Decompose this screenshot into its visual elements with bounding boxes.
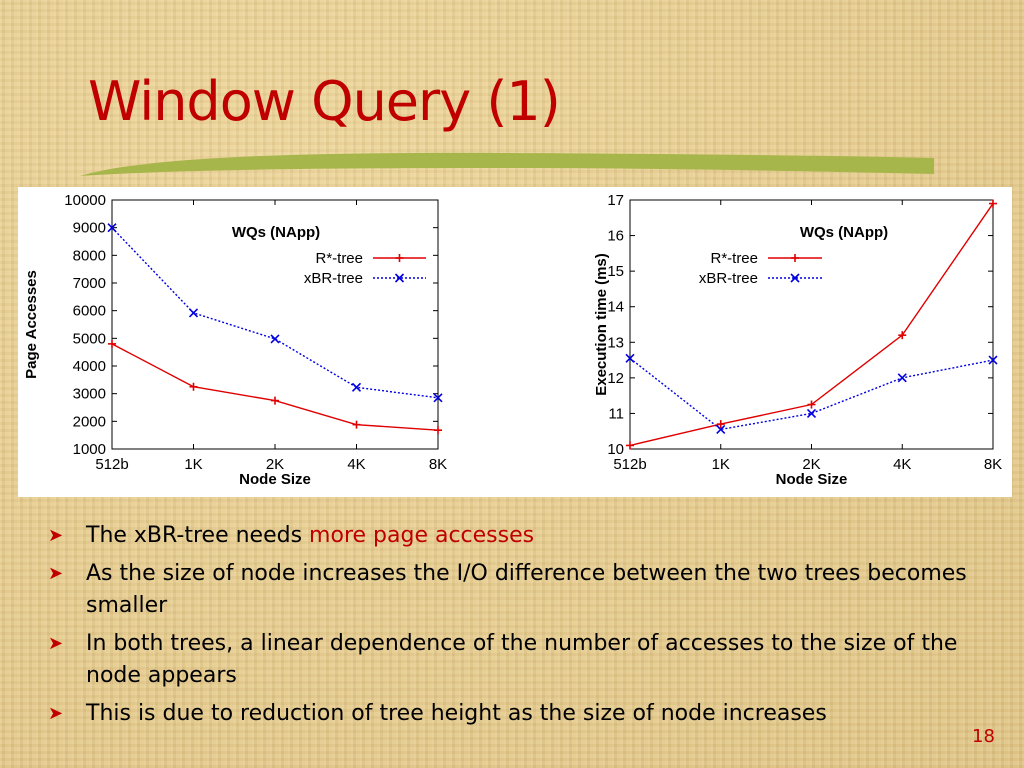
chart-title: WQs (NApp) — [800, 224, 888, 241]
slide-title: Window Query (1) — [88, 70, 561, 133]
data-point — [716, 424, 726, 435]
data-point — [270, 334, 280, 344]
legend-marker — [394, 273, 405, 283]
x-tick-label: 8K — [984, 456, 1002, 473]
y-tick-label: 13 — [607, 334, 624, 351]
bullet-item: ➤ The xBR-tree needs more page accesses — [48, 520, 988, 552]
bullet-list: ➤ The xBR-tree needs more page accesses ➤… — [48, 520, 988, 736]
y-tick-label: 15 — [607, 263, 624, 280]
x-axis-label: Node Size — [239, 471, 311, 488]
bullet-item: ➤ In both trees, a linear dependence of t… — [48, 628, 988, 692]
data-point — [352, 420, 361, 429]
y-tick-label: 2000 — [73, 413, 106, 430]
data-point — [271, 396, 279, 405]
y-tick-label: 6000 — [73, 303, 106, 320]
x-axis-label: Node Size — [776, 471, 848, 488]
data-point — [898, 331, 907, 340]
y-axis-label: Page Accesses — [23, 270, 40, 379]
data-point — [188, 308, 199, 318]
x-tick-label: 2K — [266, 456, 284, 473]
legend-marker — [790, 273, 800, 283]
series-line-xbr-tree — [629, 357, 994, 431]
y-tick-label: 16 — [607, 228, 624, 245]
y-tick-label: 10000 — [64, 192, 106, 209]
arrow-bullet-icon: ➤ — [48, 563, 64, 584]
legend-label: xBR-tree — [304, 270, 363, 287]
data-point — [626, 441, 634, 450]
y-tick-label: 1000 — [73, 441, 106, 458]
y-tick-label: 11 — [608, 405, 624, 422]
x-tick-label: 1K — [184, 456, 202, 473]
page-number: 18 — [972, 726, 995, 747]
data-point — [988, 355, 998, 365]
data-point — [625, 353, 635, 363]
data-point — [989, 199, 997, 208]
x-tick-label: 512b — [613, 456, 646, 473]
data-point — [108, 339, 116, 348]
arrow-bullet-icon: ➤ — [48, 633, 64, 654]
bullet-item: ➤ As the size of node increases the I/O d… — [48, 558, 988, 622]
series-line-xbr-tree — [111, 227, 439, 399]
title-underline-swoosh — [80, 152, 934, 176]
y-tick-label: 5000 — [73, 330, 106, 347]
bullet-item: ➤ This is due to reduction of tree height… — [48, 698, 988, 730]
x-tick-label: 8K — [429, 456, 447, 473]
y-tick-label: 14 — [607, 299, 624, 316]
data-point — [433, 393, 443, 403]
y-tick-label: 7000 — [73, 275, 106, 292]
chart-title: WQs (NApp) — [232, 224, 320, 241]
arrow-bullet-icon: ➤ — [48, 703, 64, 724]
highlighted-text: more page accesses — [309, 523, 535, 548]
data-point — [434, 426, 442, 435]
x-tick-label: 4K — [347, 456, 365, 473]
y-tick-label: 12 — [607, 370, 624, 387]
x-tick-label: 4K — [893, 456, 911, 473]
x-tick-label: 512b — [95, 456, 128, 473]
legend-marker — [791, 254, 799, 262]
data-point — [351, 382, 362, 392]
legend-label: R*-tree — [315, 250, 363, 267]
legend-marker — [395, 254, 404, 262]
x-tick-label: 2K — [802, 456, 820, 473]
y-tick-label: 4000 — [73, 358, 106, 375]
y-tick-label: 9000 — [73, 220, 106, 237]
y-tick-label: 10 — [607, 441, 624, 458]
data-point — [107, 223, 117, 233]
legend-label: xBR-tree — [699, 270, 758, 287]
data-point — [897, 373, 907, 383]
y-tick-label: 3000 — [73, 386, 106, 403]
execution-time-chart: 10 11 12 13 14 15 16 17 512b 1K 2K 4K 8K Node Size Exe… — [593, 192, 1002, 488]
y-tick-label: 8000 — [73, 247, 106, 264]
data-point — [807, 400, 816, 409]
page-accesses-chart: 1000 2000 3000 4000 5000 6000 7000 8000 9000 1000… — [23, 192, 447, 488]
data-point — [806, 408, 817, 418]
x-tick-label: 1K — [712, 456, 730, 473]
series-line-r-tree — [111, 343, 439, 431]
y-tick-label: 17 — [607, 192, 624, 209]
arrow-bullet-icon: ➤ — [48, 525, 64, 546]
data-point — [716, 420, 725, 429]
charts-panel: 1000 2000 3000 4000 5000 6000 7000 8000 9000 1000… — [18, 187, 1012, 497]
legend-label: R*-tree — [710, 250, 758, 267]
data-point — [189, 382, 198, 391]
y-axis-label: Execution time (ms) — [593, 253, 610, 396]
